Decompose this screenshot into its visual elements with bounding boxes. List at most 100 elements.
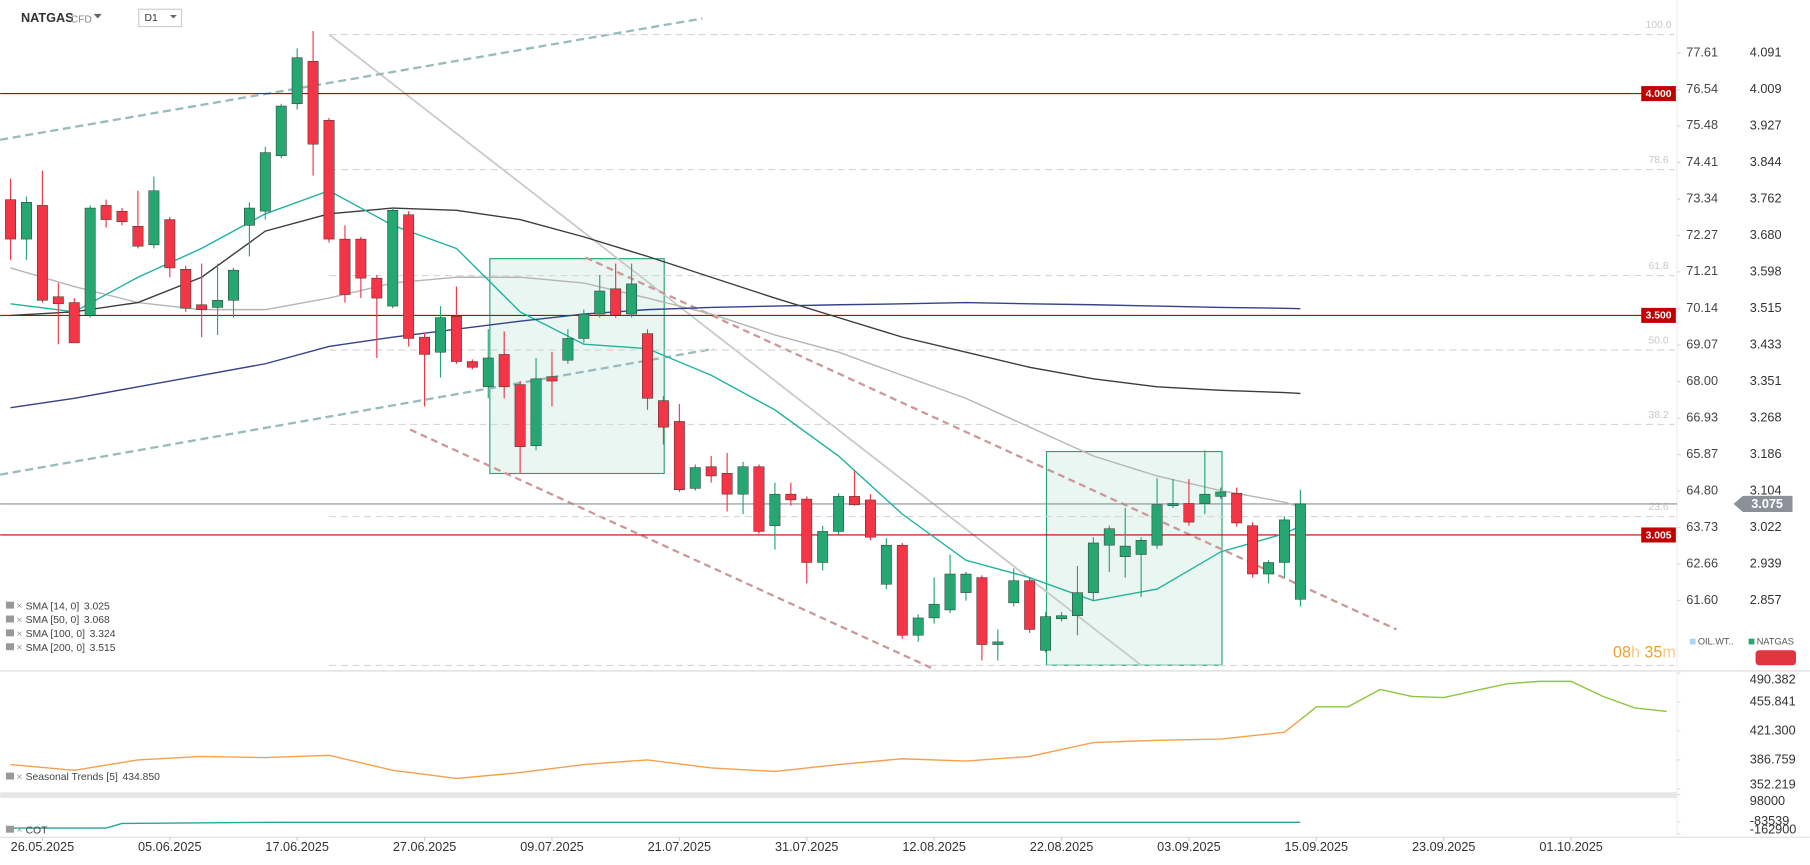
legend-entry: SMA [50, 0] 3.068 (26, 615, 110, 626)
candle-body (1135, 540, 1147, 555)
candle-body (992, 641, 1004, 645)
candle-body (928, 603, 940, 619)
candle-body (530, 378, 542, 447)
candle-body (689, 467, 701, 489)
candle-body (1247, 525, 1259, 575)
fib-label: 78.6 (1648, 155, 1668, 166)
y-tick-label: 75.48 (1686, 118, 1718, 132)
candle-body (753, 466, 765, 532)
candle-body (1087, 542, 1099, 593)
candle-body (435, 317, 446, 353)
dropdown-arrow[interactable] (169, 15, 177, 19)
y-tick-label: 3.268 (1750, 411, 1782, 425)
legend-part: 3.025 (84, 601, 110, 612)
legend-part: 3.515 (90, 643, 116, 654)
candle-body (275, 105, 287, 156)
y-tick-label: 3.022 (1750, 520, 1782, 534)
y-tick-label: 3.927 (1750, 118, 1782, 132)
candle-body (5, 199, 16, 240)
candle-body (450, 316, 462, 362)
legend-icon (5, 643, 15, 651)
candle-body (498, 354, 510, 388)
candle-body (546, 376, 558, 382)
y-tick-label: 490.382 (1750, 673, 1796, 687)
candle-body (1151, 504, 1163, 546)
candle-body (1231, 493, 1243, 524)
instrument-type: CFD (71, 14, 92, 25)
dropdown-arrow[interactable] (93, 13, 102, 19)
candle-body (976, 577, 988, 645)
last-price-label: 3.075 (1751, 497, 1783, 511)
x-tick-label: 17.06.2025 (265, 840, 329, 854)
candle-body (817, 531, 829, 563)
x-tick-label: 31.07.2025 (775, 840, 839, 854)
panel-separator (0, 792, 1678, 799)
candle-body (148, 190, 160, 246)
y-tick-label: 455.841 (1750, 695, 1796, 709)
legend-entry: Seasonal Trends [5] 434.850 (26, 772, 161, 783)
timeframe[interactable]: D1 (145, 13, 158, 24)
x-tick-label: 26.05.2025 (11, 840, 75, 854)
legend-part: SMA [50, 0] (26, 615, 80, 626)
level-label: 4.000 (1646, 89, 1672, 100)
legend-icon (5, 615, 15, 623)
symbol[interactable]: NATGAS (21, 11, 74, 25)
level-tag (1641, 86, 1676, 102)
candle-body (1215, 491, 1227, 497)
legend-close: × (16, 629, 22, 640)
countdown: 08h 35m (1613, 644, 1676, 662)
candle-body (1167, 503, 1179, 506)
candle-body (21, 202, 32, 240)
candle-body (228, 269, 239, 301)
candle-body (1263, 562, 1274, 575)
trade-button[interactable] (1755, 650, 1796, 666)
channel-line (409, 428, 937, 671)
candle-body (912, 617, 924, 636)
x-tick-label: 23.09.2025 (1412, 840, 1475, 854)
legend-part: COT (26, 825, 49, 836)
fib-label: 61.8 (1648, 261, 1668, 272)
candle-body (1294, 503, 1306, 600)
candle-body (466, 361, 478, 368)
candle-body (387, 210, 399, 307)
legend-close: × (16, 615, 22, 626)
y-tick-label: -162900 (1750, 823, 1797, 837)
candle-body (705, 466, 717, 477)
legend-swatch (1748, 638, 1755, 645)
y-tick-label: 4.009 (1750, 82, 1782, 96)
legend-entry: COT (26, 825, 49, 836)
y-tick-label: 3.433 (1750, 337, 1782, 351)
y-tick-label: 3.598 (1750, 264, 1782, 278)
countdown-part: 08 (1613, 644, 1631, 662)
candle-body (514, 384, 526, 447)
candle-body (243, 207, 255, 226)
legend-swatch (1689, 638, 1696, 645)
candle-body (865, 499, 876, 538)
candle-body (1024, 580, 1036, 630)
timeframe-box[interactable] (138, 8, 183, 28)
y-tick-label: 62.66 (1686, 557, 1718, 571)
legend-icon (5, 601, 15, 609)
candle-body (307, 60, 319, 145)
channel-line (0, 347, 715, 476)
candle-body (482, 357, 494, 388)
legend-part: SMA [14, 0] (26, 601, 80, 612)
candle-body (960, 573, 972, 593)
candle-body (116, 210, 128, 223)
y-tick-label: 65.87 (1686, 447, 1718, 461)
y-tick-label: 69.07 (1686, 337, 1718, 351)
candle-body (769, 493, 781, 526)
candle-body (212, 300, 223, 308)
last-price-tag (1733, 495, 1793, 513)
candle-body (944, 573, 956, 611)
candle-body (1008, 580, 1020, 604)
candle-body (1040, 616, 1052, 651)
y-tick-label: 3.762 (1750, 192, 1782, 206)
legend-item: NATGAS (1757, 637, 1794, 647)
legend-part: Seasonal Trends [5] (26, 772, 118, 783)
legend-icon (5, 772, 15, 780)
y-tick-label: 71.21 (1686, 264, 1718, 278)
legend-entry: SMA [14, 0] 3.025 (26, 601, 110, 612)
candle-body (36, 205, 48, 301)
